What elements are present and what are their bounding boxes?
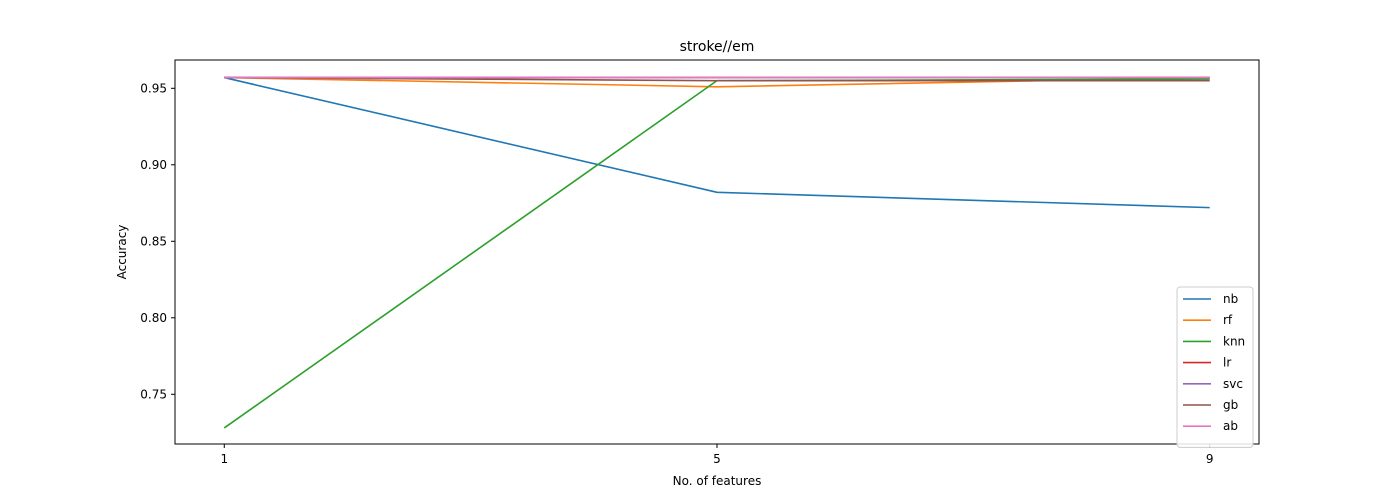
x-tick-label: 1 — [220, 452, 228, 466]
y-axis: 0.75 0.80 0.85 0.90 0.95 — [140, 81, 175, 401]
chart-title: stroke//em — [680, 39, 755, 55]
legend-label-rf: rf — [1223, 313, 1233, 327]
legend: nb rf knn lr svc gb ab — [1176, 286, 1254, 448]
y-tick-label: 0.90 — [140, 158, 167, 172]
plot-area — [223, 76, 1210, 429]
legend-label-nb: nb — [1223, 292, 1238, 306]
legend-label-gb: gb — [1223, 398, 1238, 412]
legend-label-ab: ab — [1223, 419, 1238, 433]
plot-frame — [174, 59, 1260, 445]
y-tick-label: 0.80 — [140, 311, 167, 325]
x-axis-label: No. of features — [673, 474, 762, 488]
series-line-gb — [224, 76, 1210, 82]
series-line-knn — [223, 78, 1210, 429]
x-tick-label: 9 — [1206, 452, 1214, 466]
x-tick-label: 5 — [713, 452, 721, 466]
y-tick-label: 0.85 — [140, 234, 167, 248]
legend-label-knn: knn — [1223, 334, 1245, 348]
x-axis: 1 5 9 — [220, 444, 1214, 466]
y-tick-label: 0.75 — [140, 387, 167, 401]
legend-label-lr: lr — [1223, 356, 1231, 370]
y-tick-label: 0.95 — [140, 81, 167, 95]
y-axis-label: Accuracy — [115, 225, 129, 280]
legend-label-svc: svc — [1223, 377, 1243, 391]
legend-box — [1176, 286, 1254, 448]
series-line-nb — [224, 76, 1210, 209]
